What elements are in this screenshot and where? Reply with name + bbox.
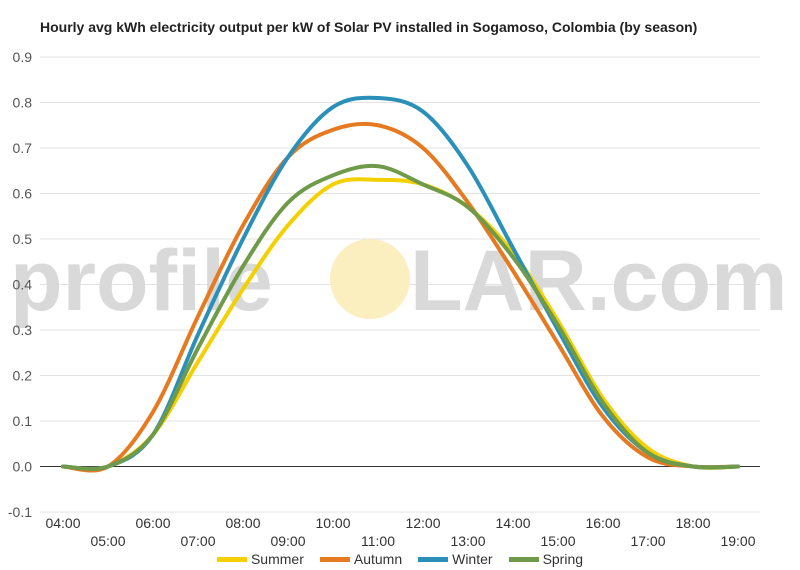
y-axis-ticks: -0.1 0.0 0.1 0.2 0.3 0.4 0.5 0.6 0.7 0.8 0.9: [8, 49, 32, 520]
series-lines: [61, 95, 740, 473]
watermark-text-right: LAR.com: [410, 233, 787, 329]
x-tick-label: 13:00: [450, 533, 485, 548]
legend-item-autumn[interactable]: Autumn: [319, 549, 403, 569]
x-tick-label: 09:00: [270, 533, 305, 548]
watermark-sun-logo: [330, 239, 410, 319]
series-line-summer: [61, 177, 740, 471]
x-tick-label: 12:00: [405, 515, 440, 531]
legend-swatch-summer: [216, 556, 247, 562]
y-tick-label: 0.7: [13, 140, 33, 156]
x-tick-label: 11:00: [361, 533, 395, 548]
series-line-autumn: [61, 121, 740, 473]
legend-swatch-winter: [418, 556, 449, 562]
legend-label-winter: Winter: [452, 551, 493, 567]
legend-label-autumn: Autumn: [353, 551, 403, 567]
x-tick-label: 07:00: [180, 533, 215, 548]
legend-item-winter[interactable]: Winter: [418, 549, 493, 569]
series-line-winter: [61, 95, 740, 471]
x-tick-label: 15:00: [540, 533, 575, 548]
legend-item-spring[interactable]: Spring: [508, 549, 584, 569]
x-tick-label: 08:00: [225, 515, 260, 531]
line-chart: profile LAR.com -0.1 0.0 0.1 0.2 0.3 0.4 0.5 0.…: [8, 49, 788, 548]
x-tick-label: 05:00: [90, 533, 125, 548]
y-tick-label: 0.0: [13, 459, 33, 475]
chart-title: Hourly avg kWh electricity output per kW…: [40, 19, 698, 35]
legend-label-summer: Summer: [250, 551, 304, 567]
legend-item-summer[interactable]: Summer: [216, 549, 304, 569]
legend: Summer Autumn Winter Spring: [0, 549, 800, 569]
x-tick-label: 17:00: [630, 533, 665, 548]
y-tick-label: 0.4: [13, 277, 33, 293]
y-tick-label: 0.9: [13, 49, 33, 65]
x-tick-label: 16:00: [585, 515, 620, 531]
y-tick-label: 0.8: [13, 95, 33, 111]
x-tick-label: 14:00: [495, 515, 530, 531]
legend-swatch-spring: [508, 556, 539, 562]
y-tick-label: -0.1: [8, 504, 32, 520]
y-tick-label: 0.6: [13, 186, 33, 202]
x-tick-label: 10:00: [315, 515, 350, 531]
x-tick-label: 18:00: [675, 515, 710, 531]
x-tick-label: 06:00: [135, 515, 170, 531]
x-axis-ticks: 04:00 05:00 06:00 07:00 08:00 09:00 10:00 11:00…: [45, 515, 755, 548]
series-line-spring: [61, 163, 740, 471]
legend-swatch-autumn: [319, 556, 350, 562]
y-tick-label: 0.3: [13, 322, 33, 338]
x-tick-label: 04:00: [45, 515, 80, 531]
y-tick-label: 0.5: [13, 231, 33, 247]
legend-label-spring: Spring: [542, 551, 584, 567]
y-tick-label: 0.2: [13, 368, 33, 384]
y-tick-label: 0.1: [13, 413, 33, 429]
watermark: profile LAR.com: [10, 233, 787, 329]
x-tick-label: 19:00: [720, 533, 755, 548]
